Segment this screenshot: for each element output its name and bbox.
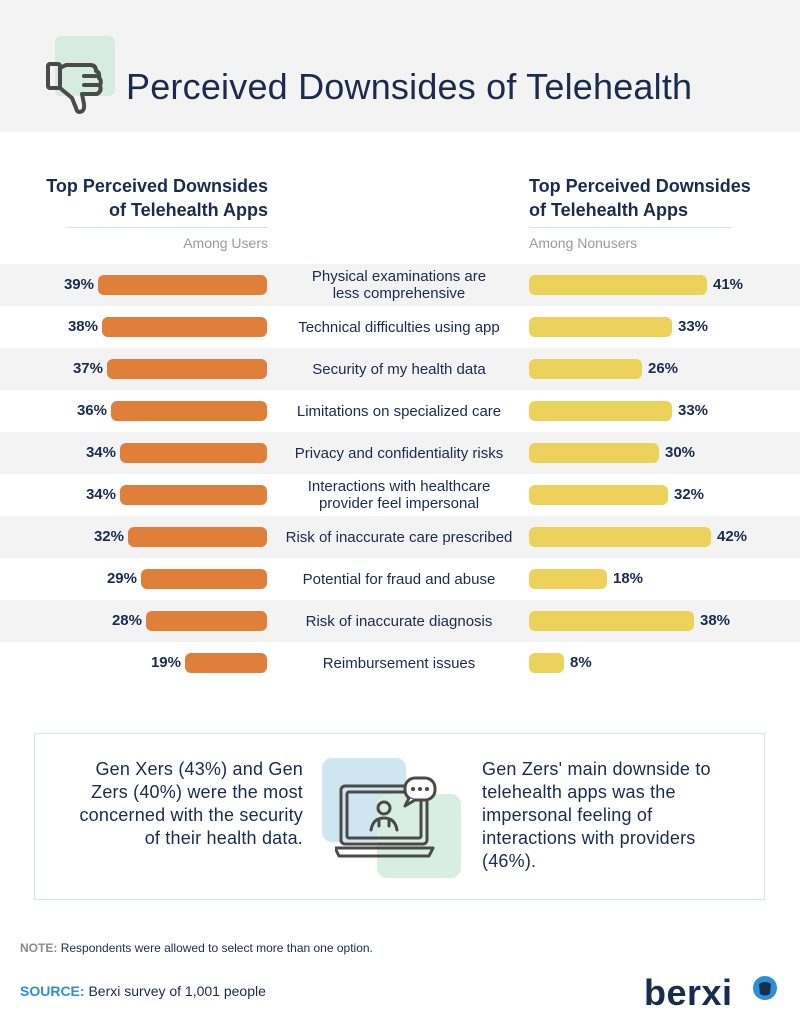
category-label: Risk of inaccurate care prescribed: [285, 528, 513, 546]
nonusers-value-label: 8%: [570, 654, 592, 671]
category-label: Privacy and confidentiality risks: [294, 444, 504, 462]
users-bar: [107, 359, 267, 379]
callout-box: Gen Xers (43%) and Gen Zers (40%) were t…: [34, 733, 765, 900]
users-heading: Top Perceived Downsides of Telehealth Ap…: [46, 176, 268, 220]
nonusers-value-label: 38%: [700, 612, 731, 629]
note-label: NOTE:: [20, 941, 58, 955]
users-bar: [185, 653, 267, 673]
users-bar: [146, 611, 267, 631]
nonusers-bar: [529, 359, 642, 379]
nonusers-heading: Top Perceived Downsides of Telehealth Ap…: [529, 176, 751, 220]
nonusers-divider: [529, 227, 731, 228]
users-value-label: 32%: [93, 528, 124, 545]
nonusers-bar: [529, 653, 564, 673]
users-bar: [141, 569, 267, 589]
callout-left-text: Gen Xers (43%) and Gen Zers (40%) were t…: [79, 759, 303, 848]
chart-row: 37% Security of my health data 26%: [0, 348, 800, 390]
laptop-doctor-icon: [335, 776, 437, 858]
nonusers-bar: [529, 611, 694, 631]
users-value-label: 39%: [63, 276, 94, 293]
nonusers-value-label: 41%: [713, 276, 744, 293]
category-label: Security of my health data: [312, 360, 486, 378]
users-value-label: 28%: [111, 612, 142, 629]
note-text: Respondents were allowed to select more …: [60, 941, 373, 955]
category-label: Reimbursement issues: [322, 654, 476, 672]
chart-row: 34% Privacy and confidentiality risks 30%: [0, 432, 800, 474]
users-bar: [111, 401, 267, 421]
chart-row: 19% Reimbursement issues 8%: [0, 642, 800, 684]
nonusers-value-label: 42%: [717, 528, 748, 545]
nonusers-value-label: 18%: [613, 570, 644, 587]
category-label: Limitations on specialized care: [296, 402, 502, 420]
category-label: Risk of inaccurate diagnosis: [305, 612, 493, 630]
users-value-label: 36%: [76, 402, 107, 419]
nonusers-value-label: 33%: [678, 402, 709, 419]
source-label: SOURCE:: [20, 983, 85, 999]
users-subheading: Among Users: [183, 235, 268, 251]
users-bar: [98, 275, 267, 295]
source: SOURCE: Berxi survey of 1,001 people: [20, 983, 266, 999]
thumbs-down-icon: [46, 62, 103, 114]
users-divider: [66, 227, 268, 228]
header: Perceived Downsides of Telehealth: [0, 0, 800, 132]
users-value-label: 19%: [150, 654, 181, 671]
category-label: Potential for fraud and abuse: [302, 570, 496, 588]
users-value-label: 34%: [85, 486, 116, 503]
chart-row: 29% Potential for fraud and abuse 18%: [0, 558, 800, 600]
nonusers-bar: [529, 317, 672, 337]
nonusers-bar: [529, 485, 668, 505]
chart-row: 39% Physical examinations are less compre…: [0, 264, 800, 306]
users-bar: [120, 443, 267, 463]
chart-rows: 39% Physical examinations are less compre…: [0, 264, 800, 684]
nonusers-value-label: 30%: [665, 444, 696, 461]
users-bar: [120, 485, 267, 505]
chart-row: 36% Limitations on specialized care 33%: [0, 390, 800, 432]
chart-row: 38% Technical difficulties using app 33%: [0, 306, 800, 348]
nonusers-subheading: Among Nonusers: [529, 235, 638, 251]
chart-row: 32% Risk of inaccurate care prescribed 42%: [0, 516, 800, 558]
source-text: Berxi survey of 1,001 people: [88, 983, 266, 999]
nonusers-value-label: 33%: [678, 318, 709, 335]
page-title: Perceived Downsides of Telehealth: [126, 66, 693, 107]
users-value-label: 29%: [106, 570, 137, 587]
users-bar: [102, 317, 267, 337]
nonusers-bar: [529, 401, 672, 421]
brand-mark-icon: [753, 976, 777, 1000]
category-label: Technical difficulties using app: [298, 318, 500, 336]
users-value-label: 38%: [67, 318, 98, 335]
category-label: Physical examinations are less comprehen…: [311, 268, 487, 302]
chart-row: 28% Risk of inaccurate diagnosis 38%: [0, 600, 800, 642]
nonusers-bar: [529, 569, 607, 589]
users-bar: [128, 527, 267, 547]
category-label: Interactions with healthcare provider fe…: [307, 478, 491, 512]
nonusers-value-label: 32%: [674, 486, 705, 503]
nonusers-bar: [529, 275, 707, 295]
callout-right-text: Gen Zers' main downside to telehealth ap…: [482, 759, 711, 871]
brand-logo: berxi: [644, 972, 733, 1013]
nonusers-value-label: 26%: [648, 360, 679, 377]
nonusers-bar: [529, 527, 711, 547]
users-value-label: 34%: [85, 444, 116, 461]
users-value-label: 37%: [72, 360, 103, 377]
nonusers-bar: [529, 443, 659, 463]
note: NOTE: Respondents were allowed to select…: [20, 941, 373, 955]
chart-row: 34% Interactions with healthcare provider…: [0, 474, 800, 516]
